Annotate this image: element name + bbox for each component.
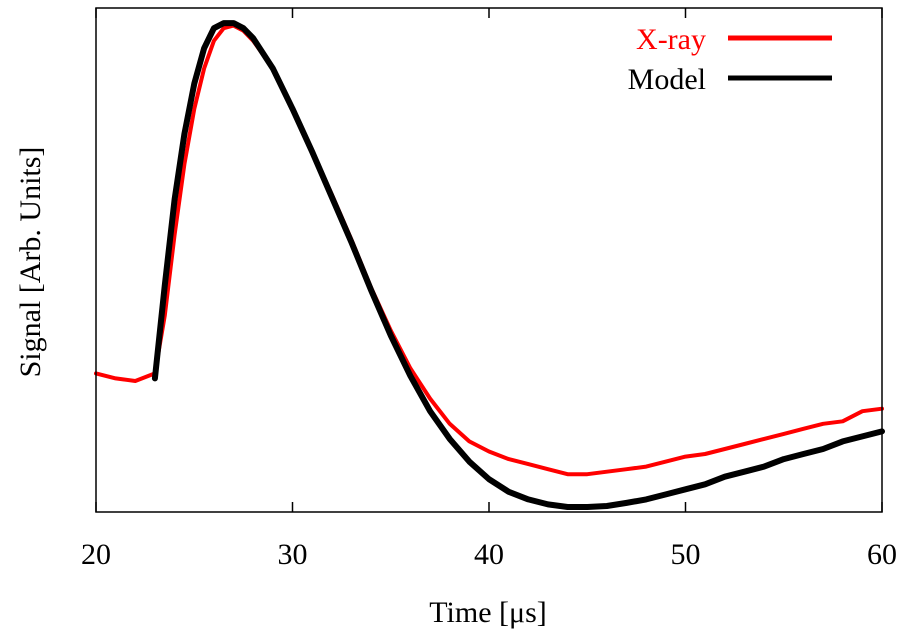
- legend: X-ray Model: [628, 23, 832, 96]
- x-tick-label: 20: [81, 538, 111, 571]
- x-tick-label: 60: [867, 538, 897, 571]
- x-axis: 20 30 40 50 60: [81, 8, 897, 571]
- x-tick-label: 30: [278, 538, 308, 571]
- y-axis-label: Signal [Arb. Units]: [14, 147, 47, 378]
- plot-lines: [94, 20, 885, 510]
- series-line-x-ray: [94, 23, 884, 477]
- x-tick-label: 40: [474, 538, 504, 571]
- legend-label-model: Model: [628, 63, 706, 96]
- series-line-model: [151, 20, 885, 510]
- legend-label-xray: X-ray: [636, 23, 706, 56]
- x-axis-label: Time [μs]: [429, 596, 547, 629]
- plot-frame: [95, 7, 883, 513]
- x-tick-label: 50: [671, 538, 701, 571]
